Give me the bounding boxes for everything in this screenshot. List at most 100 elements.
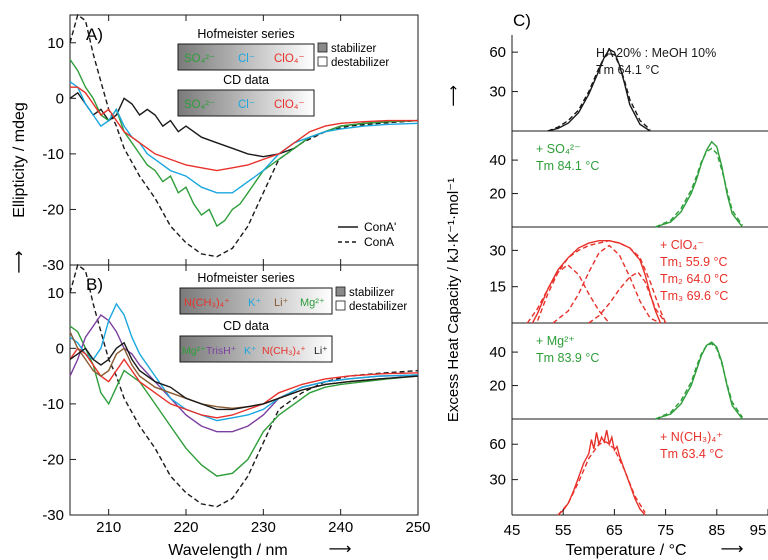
panel-c-subplot-3-series-1 — [655, 342, 743, 420]
right-x-axis-label: Temperature / °C — [565, 542, 686, 559]
panel-c-subplot-2-ytick-label-1: 30 — [489, 242, 506, 259]
panel-a-ytick-label-2: -10 — [42, 146, 64, 163]
panel-b-ytick-label-1: 0 — [56, 340, 64, 357]
panel-b-xtick-label-2: 230 — [251, 519, 276, 536]
panel-b-box2-title: CD data — [223, 319, 269, 333]
panel-a-ytick-label-3: -20 — [42, 201, 64, 218]
panel-b-box1-item-2: Li⁺ — [274, 297, 289, 309]
panel-b-xtick-label-3: 240 — [328, 519, 353, 536]
panel-c-subplot-4: 30 60 + N(CH₃)₄⁺ Tm 63.4 °C — [489, 419, 768, 516]
panel-c-subplot-2-ytick-label-0: 15 — [489, 279, 506, 296]
panel-c-subplot-0-ytick-label-1: 60 — [489, 44, 506, 61]
panel-c-subplot-3: 20 40 + Mg²⁺ Tm 83.9 °C — [489, 323, 768, 420]
panel-c-subplot-0-series-0 — [547, 48, 651, 132]
panel-b-box2 — [179, 335, 333, 363]
panel-b-series-3 — [69, 302, 419, 422]
panel-a-series-4 — [70, 86, 418, 172]
panel-c-subplot-1-label-1: Tm 84.1 °C — [536, 159, 599, 173]
panel-b-series-0 — [69, 263, 419, 508]
panel-b-box2-item-1: TrisH⁺ — [206, 345, 236, 357]
panel-a-box1-title: Hofmeister series — [197, 27, 294, 41]
panel-c-subplot-0: 30 60 HA 20% : MeOH 10% Tm 64.1 °C — [489, 35, 768, 132]
panel-a-box1-item-1: Cl⁻ — [238, 53, 255, 65]
panel-c-subplot-1-series-1 — [655, 147, 743, 228]
panel-c-xtick-label-3: 75 — [657, 522, 674, 539]
panel-c-subplot-1-ytick-label-0: 20 — [489, 186, 506, 203]
panel-b-series-6 — [69, 341, 419, 411]
left-x-axis-arrow: ⟶ — [329, 541, 352, 558]
panel-c-xtick-label-4: 85 — [708, 522, 725, 539]
panel-a-box2-item-2: ClO₄⁻ — [274, 99, 305, 111]
panel-b-frame — [69, 264, 419, 516]
panel-a-box1-item-2: ClO₄⁻ — [274, 53, 305, 65]
panel-c-subplot-4-series-0 — [557, 429, 646, 516]
panel-a-box2 — [177, 89, 315, 117]
panel-a-ytick-label-4: -30 — [42, 257, 64, 274]
panel-b-ytick-label-2: -10 — [42, 396, 64, 413]
panel-c-subplot-1-ytick-label-1: 40 — [489, 152, 506, 169]
panel-c-subplot-4-label-1: Tm 63.4 °C — [660, 447, 723, 461]
panel-b-box1-item-1: K⁺ — [248, 297, 261, 309]
panel-b-ytick-label-3: -20 — [42, 451, 64, 468]
panel-b-box1-item-0: N(CH₃)₄⁺ — [184, 297, 230, 309]
panel-c-subplot-4-ytick-label-0: 30 — [489, 472, 506, 489]
panel-b-box1-item-3: Mg²⁺ — [300, 297, 325, 309]
panel-c-subplot-0-ytick-label-0: 30 — [489, 84, 506, 101]
panel-b-ytick-label-4: -30 — [42, 507, 64, 524]
legend-cona-label: ConA — [364, 235, 394, 249]
panel-b-box2-item-0: Mg²⁺ — [182, 345, 206, 357]
left-y-axis-arrow: ⟶ — [11, 250, 28, 273]
panel-c-subplot-3-series-0 — [655, 341, 743, 420]
panel-a-series-0 — [69, 13, 419, 258]
panel-b-xtick-label-4: 250 — [405, 519, 430, 536]
panel-a-destabilizer-label: destabilizer — [331, 57, 389, 69]
panel-b-box1 — [179, 287, 333, 315]
panel-b-destabilizer-label: destabilizer — [349, 301, 407, 313]
left-x-axis-label: Wavelength / nm — [168, 542, 287, 559]
panel-c-plot: 30 60 HA 20% : MeOH 10% Tm 64.1 °C 20 40 + SO₄… — [489, 35, 768, 539]
panel-b-series-4 — [69, 347, 419, 419]
panel-a-axes: 10 0 -10 -20 -30 — [42, 15, 419, 274]
panel-c-xtick-label-2: 65 — [606, 522, 623, 539]
panel-b-destabilizer-swatch — [335, 300, 346, 311]
right-y-axis-arrow: ⟶ — [445, 85, 462, 107]
panel-c-subplot-2: 15 30 + ClO₄⁻ Tm₁ 55.9 °C Tm₂ 64.0 °C Tm₃ 69.… — [489, 227, 768, 324]
panel-b-box1-title: Hofmeister series — [197, 271, 294, 285]
right-y-axis-label: Excess Heat Capacity / kJ·K⁻¹·mol⁻¹ — [445, 178, 462, 422]
panel-a-box1-item-0: SO₄²⁻ — [184, 53, 215, 65]
panel-c-subplot-2-series-2 — [526, 263, 610, 324]
panel-c-subplot-2-series-4 — [588, 271, 667, 324]
panel-c-subplot-0-label-0: HA 20% : MeOH 10% — [596, 46, 716, 60]
panel-b-axes: 10 0 -10 -20 -30 210 220 230 240 250 — [42, 265, 431, 536]
panel-b-box2-item-4: Li⁺ — [314, 345, 328, 357]
panel-b-plot — [69, 263, 419, 508]
panel-b-box2-item-2: K⁺ — [244, 345, 257, 357]
panel-b-xtick-label-1: 220 — [173, 519, 198, 536]
panel-c-subplot-3-ytick-label-1: 40 — [489, 344, 506, 361]
left-y-axis-label: Ellipticity / mdeg — [11, 102, 28, 218]
panel-c-subplot-2-label-3: Tm₃ 69.6 °C — [660, 289, 728, 303]
panel-a-plot — [69, 13, 419, 258]
panel-a-series-3 — [69, 81, 419, 194]
panel-b-stabilizer-swatch — [335, 286, 346, 297]
right-x-axis-arrow: ⟶ — [721, 541, 744, 558]
panel-b-xtick-label-0: 210 — [96, 519, 121, 536]
panel-a-ytick-label-1: 0 — [56, 90, 64, 107]
panel-c-subplot-4-series-1 — [557, 441, 646, 516]
panel-a: A) 100-10-20-30 Hofmeister series SO₄²⁻ … — [42, 13, 419, 274]
panel-a-stabilizer-swatch — [317, 42, 328, 53]
panel-b-ytick-label-0: 10 — [47, 285, 64, 302]
panel-a-box1 — [177, 43, 315, 71]
panel-c-label: C) — [513, 11, 531, 30]
panel-c-subplot-1: 20 40 + SO₄²⁻ Tm 84.1 °C — [489, 131, 768, 228]
legend-cona-prime-label: ConA' — [364, 220, 396, 234]
panel-c: C) 30 60 HA 20% : MeOH 10% Tm 64.1 °C 20 40 + … — [489, 11, 768, 539]
panel-a-box2-title: CD data — [223, 73, 269, 87]
panel-c-subplot-4-ytick-label-1: 60 — [489, 436, 506, 453]
panel-a-destabilizer-swatch — [317, 56, 328, 67]
panel-c-xtick-label-1: 55 — [555, 522, 572, 539]
panel-a-stabilizer-label: stabilizer — [331, 43, 377, 55]
panel-c-subplot-3-ytick-label-0: 20 — [489, 378, 506, 395]
